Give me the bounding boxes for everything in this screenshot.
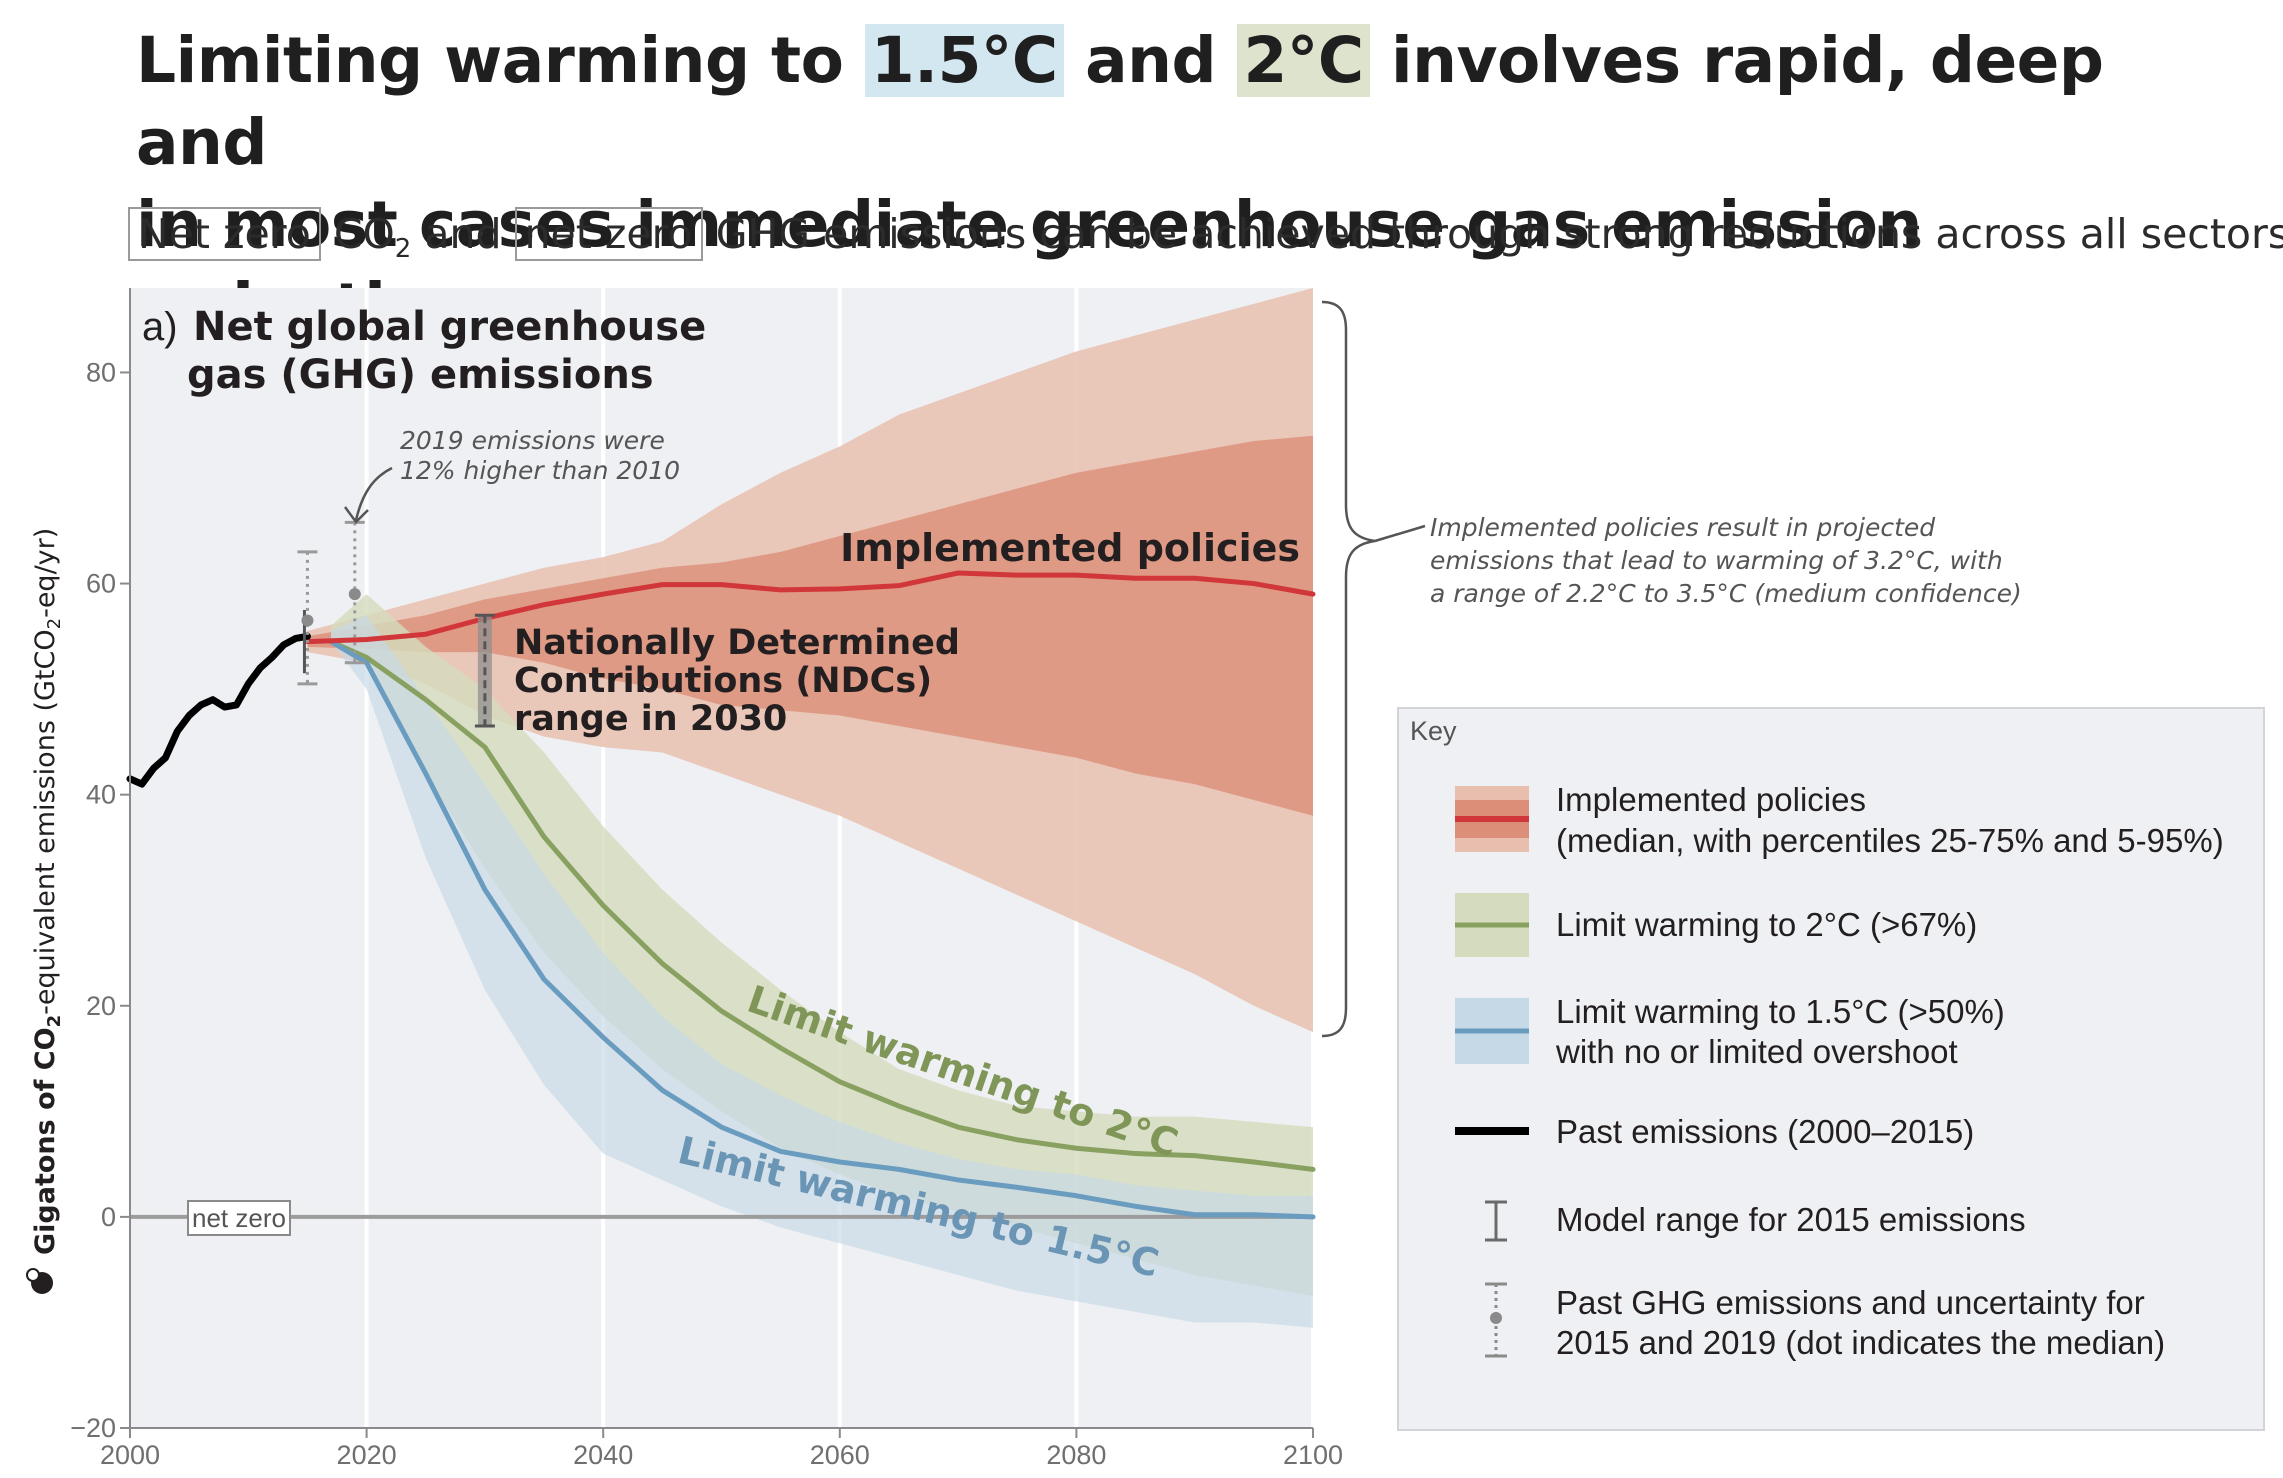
annotation-2019-line2: 12% higher than 2010 [400,456,680,485]
y-tick-label-60: 60 [86,569,116,599]
y-tick-label-20: 20 [86,991,116,1021]
annotation-2019-line1: 2019 emissions were [400,426,665,455]
annotation-arrowhead [343,506,369,524]
subtitle-rest: GHG emissions can be achieved through st… [715,210,2283,258]
y-axis-label: Gigatons of CO2-equivalent emissions (Gt… [30,528,65,1255]
co2-subscript: 2 [394,234,412,265]
panel-title-line2: gas (GHG) emissions [187,352,654,398]
implemented-band-25-75 [307,435,1313,816]
brace-note-line1: Implemented policies result in projected [1430,513,1935,542]
line-implemented-median [304,570,1316,645]
co2-text: CO2 [333,210,411,264]
key-item-5-line1: Model range for 2015 emissions [1556,1201,2026,1238]
net-zero-tag: net zero [192,1203,286,1233]
ndc-label-line3: range in 2030 [514,699,787,739]
brace-note-line3: a range of 2.2°C to 3.5°C (medium confid… [1430,579,2022,608]
key-item-1-line1: Implemented policies [1556,781,1866,818]
ndc-label-line2: Contributions (NDCs) [514,661,932,701]
title-line-1: Limiting warming to 1.5°C and 2°C involv… [136,20,2236,184]
x-tick-label-2000: 2000 [100,1440,160,1470]
y-tick-label-40: 40 [86,780,116,810]
panel-title-line1: Net global greenhouse [193,304,706,350]
band-1-5c [331,615,1313,1328]
and-text: and [424,210,502,258]
implemented-policies-label: Implemented policies [840,526,1300,570]
key-swatch-model-range [1485,1200,1507,1242]
key-item-6-line1: Past GHG emissions and uncertainty for [1556,1284,2145,1321]
median-dot-2019 [348,588,361,601]
annotation-arrow [354,466,393,521]
x-tick-label-2020: 2020 [337,1440,397,1470]
error-bars [297,520,495,728]
key-item-4-line1: Past emissions (2000–2015) [1556,1113,1974,1150]
y-tick-label--20: −20 [70,1413,116,1443]
y-tick-label-80: 80 [86,357,116,387]
brace-note-line2: emissions that lead to warming of 3.2°C,… [1430,546,2003,575]
net-zero-box-1: Net zero [128,207,321,261]
panel-label: a) [142,305,178,349]
highlight-1-5c: 1.5°C [864,24,1064,97]
median-dot-2015 [301,614,314,627]
key-item-2-line1: Limit warming to 2°C (>67%) [1556,906,1977,943]
ndc-label-line1: Nationally Determined [514,623,960,663]
brace-pointer [1374,524,1426,543]
line-past-emissions [126,632,311,788]
gas-bubble-icon-small [26,1268,40,1282]
line-2c-median [328,639,1316,1172]
bands [307,288,1313,1328]
title-mid: and [1063,24,1238,97]
x-tick-label-2100: 2100 [1283,1440,1343,1470]
net-zero-tag-box [187,1200,291,1236]
series-lines [126,570,1316,1220]
highlight-2c: 2°C [1237,24,1370,97]
range-brace [1321,300,1376,1038]
net-zero-box-2: net zero [514,207,703,261]
key-item-1-line2: (median, with percentiles 25-75% and 5-9… [1556,822,2224,859]
band-2c [331,594,1313,1297]
subtitle: Net zero CO2 and net zero GHG emissions … [128,206,2283,277]
line-1-5c-median [328,639,1316,1220]
x-tick-label-2060: 2060 [810,1440,870,1470]
co2-letters: CO [333,210,395,258]
key-item-3-line1: Limit warming to 1.5°C (>50%) [1556,993,2005,1030]
key-item-6-line2: 2015 and 2019 (dot indicates the median) [1556,1324,2165,1361]
key-title: Key [1410,716,1457,746]
y-tick-label-0: 0 [101,1202,116,1232]
key-item-3-line2: with no or limited overshoot [1555,1033,1958,1070]
title-suffix: involves rapid, deep and [136,24,2104,179]
x-tick-label-2080: 2080 [1046,1440,1106,1470]
key-box [1397,707,2265,1431]
title-prefix: Limiting warming to [136,24,865,97]
key-swatch-median-dot [1490,1312,1502,1324]
x-tick-label-2040: 2040 [573,1440,633,1470]
